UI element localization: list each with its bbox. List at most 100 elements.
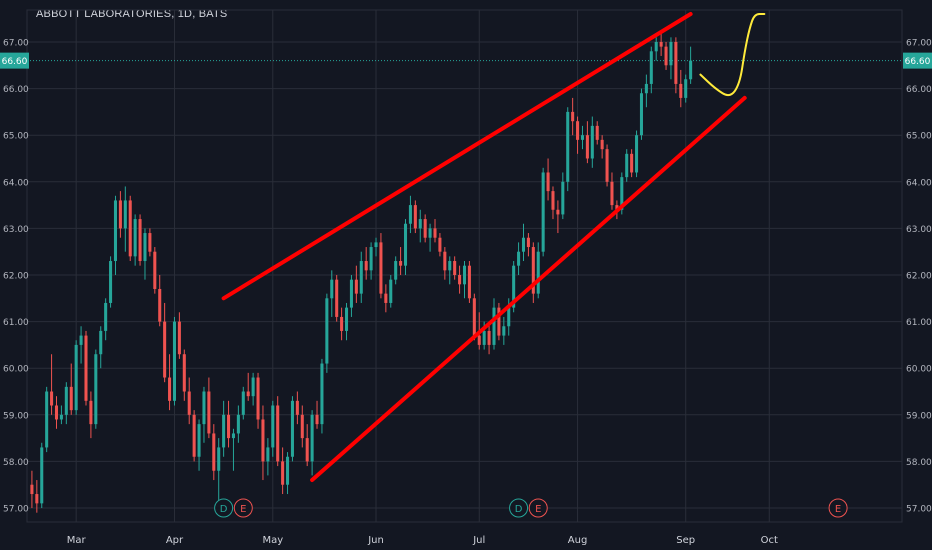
candle-body: [261, 419, 265, 462]
candle-body: [689, 60, 693, 80]
candle-body: [497, 307, 501, 336]
candle-body: [168, 377, 172, 401]
lower-trendline: [310, 95, 747, 483]
plot-frame: [26, 9, 903, 523]
x-tick-label: Aug: [568, 535, 588, 546]
candle-body: [487, 330, 491, 345]
candle-body: [630, 153, 634, 173]
candle-body: [654, 41, 658, 52]
candle-body: [556, 209, 560, 215]
candle-body: [133, 219, 137, 257]
candle-body: [266, 447, 270, 462]
y-tick-label-right: 63.00: [906, 225, 932, 235]
candle-body: [443, 251, 447, 271]
y-tick-label-right: 66.00: [906, 85, 932, 95]
candle-body: [625, 153, 629, 178]
candle-body: [236, 414, 240, 434]
y-tick-label-right: 64.00: [906, 178, 932, 188]
candle-body: [320, 363, 324, 425]
y-tick-label-right: 57.00: [906, 505, 932, 515]
projection-curve: [699, 13, 766, 97]
candle-body: [605, 149, 609, 182]
candle-body: [600, 139, 604, 150]
candle-body: [684, 79, 688, 98]
candle-body: [359, 261, 363, 294]
candle-body: [423, 219, 427, 238]
event-marker-label: E: [535, 504, 541, 515]
candle-body: [590, 125, 594, 159]
y-tick-label-right: 58.00: [906, 458, 932, 468]
candle-body: [148, 233, 152, 252]
candle-body: [310, 414, 314, 462]
candle-body: [295, 400, 299, 415]
candle-body: [595, 125, 599, 140]
candle-body: [644, 83, 648, 94]
candle-body: [64, 386, 68, 415]
event-marker: [509, 498, 529, 518]
candle-body: [526, 237, 530, 248]
candle-body: [492, 307, 496, 345]
x-tick-label: Jun: [367, 535, 384, 546]
candle-body: [620, 177, 624, 210]
candle-body: [202, 391, 206, 425]
candle-body: [330, 279, 334, 299]
candle-body: [384, 293, 388, 303]
candle-body: [35, 494, 39, 504]
candle-body: [231, 433, 235, 439]
candle-body: [517, 251, 521, 266]
candle-body: [669, 41, 673, 66]
candle-body: [467, 265, 471, 299]
candle-body: [138, 219, 142, 262]
candle-body: [158, 288, 162, 322]
event-marker-label: D: [220, 504, 228, 515]
candle-body: [674, 41, 678, 84]
candle-body: [379, 242, 383, 294]
candle-body: [118, 200, 122, 229]
candle-body: [433, 228, 437, 238]
candle-body: [448, 261, 452, 271]
candle-body: [507, 307, 511, 327]
y-tick-label-left: 62.00: [3, 272, 29, 282]
candle-body: [639, 93, 643, 136]
x-tick-label: May: [262, 535, 283, 546]
event-marker: [528, 498, 548, 518]
candle-body: [286, 456, 290, 485]
candle-body: [246, 391, 250, 397]
y-tick-label-right: 62.00: [906, 272, 932, 282]
candle-body: [610, 181, 614, 206]
x-tick-label: Jul: [472, 535, 485, 546]
y-tick-label-left: 64.00: [3, 178, 29, 188]
candle-body: [340, 316, 344, 331]
candle-body: [664, 46, 668, 66]
y-tick-label-left: 58.00: [3, 458, 29, 468]
candle-body: [227, 414, 231, 439]
candle-body: [40, 447, 44, 504]
candle-body: [54, 405, 59, 420]
y-tick-label-right: 67.00: [906, 38, 932, 48]
event-marker: [233, 498, 253, 518]
candle-body: [153, 251, 157, 289]
candle-body: [649, 51, 653, 84]
candle-body: [541, 172, 545, 252]
candle-body: [59, 414, 63, 420]
candle-body: [394, 261, 398, 280]
y-tick-label-right: 61.00: [906, 318, 932, 328]
candle-body: [281, 461, 285, 485]
candle-body: [369, 247, 373, 271]
candle-body: [207, 391, 211, 434]
last-price-tag-left-text: 66.60: [2, 57, 28, 67]
y-tick-label-left: 65.00: [3, 132, 29, 142]
candle-body: [251, 377, 255, 397]
candle-body: [462, 265, 467, 285]
candle-body: [74, 344, 78, 411]
candle-body: [408, 205, 412, 224]
candle-body: [561, 181, 565, 215]
y-tick-label-left: 60.00: [3, 365, 29, 375]
last-price-tag-right-text: 66.60: [905, 57, 931, 67]
candle-body: [89, 400, 93, 425]
candle-body: [192, 414, 196, 457]
event-marker: [828, 498, 848, 518]
chart-title: ABBOTT LABORATORIES, 1D, BATS: [36, 8, 228, 20]
candle-body: [30, 484, 34, 495]
